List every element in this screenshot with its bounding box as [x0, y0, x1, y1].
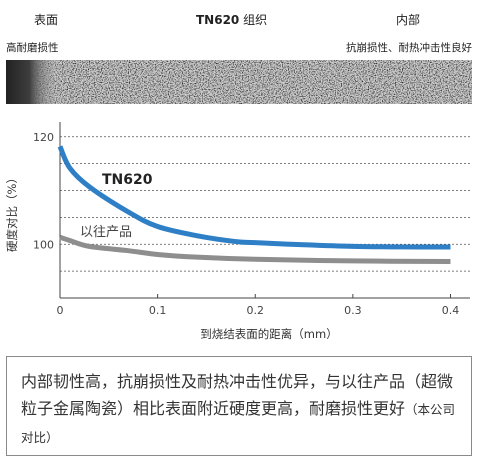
wear-resistance-label: 高耐磨损性	[6, 42, 59, 54]
x-tick-label-1: 0.1	[149, 304, 167, 317]
series-label-tn620: TN620	[102, 172, 153, 188]
series-label-conventional: 以往产品	[80, 225, 132, 240]
grid-lines	[60, 136, 470, 272]
series-line-conventional	[59, 234, 451, 264]
title-code: TN620	[196, 13, 240, 27]
description-main: 内部韧性高，抗崩损性及耐热冲击性优异，与以往产品（超微粒子金属陶瓷）相比表面附近…	[21, 372, 454, 418]
x-tick-label-3: 0.3	[344, 304, 362, 317]
hardness-chart: 100 120 0 0.1 0.2 0.3 0.4 硬度对比（%） 到烧结表面的距离（mm）…	[5, 122, 470, 341]
chipping-resistance-label: 抗崩损性、耐热冲击性良好	[346, 42, 472, 54]
description-note: （本公司对比）	[21, 402, 456, 445]
interior-label: 内部	[396, 13, 421, 27]
y-tick-label-0: 100	[33, 238, 54, 251]
y-tick-label-1: 120	[33, 131, 54, 144]
x-tick-label-2: 0.2	[246, 304, 264, 317]
y-axis-label: 硬度对比（%）	[5, 172, 19, 252]
x-tick-label-4: 0.4	[442, 304, 460, 317]
tick-labels: 100 120 0 0.1 0.2 0.3 0.4	[33, 131, 459, 317]
x-axis-label: 到烧结表面的距离（mm）	[200, 327, 337, 341]
series-line-tn620	[57, 145, 451, 250]
chart-title: TN620 组织	[196, 11, 267, 28]
microstructure-texture	[6, 60, 472, 104]
series-lines	[57, 145, 451, 264]
microstructure-image	[6, 60, 472, 104]
surface-label: 表面	[34, 13, 59, 27]
description-text: 内部韧性高，抗崩损性及耐热冲击性优异，与以往产品（超微粒子金属陶瓷）相比表面附近…	[21, 368, 457, 451]
x-tick-label-0: 0	[57, 304, 64, 317]
description-box: 内部韧性高，抗崩损性及耐热冲击性优异，与以往产品（超微粒子金属陶瓷）相比表面附近…	[6, 356, 472, 456]
title-suffix: 组织	[239, 13, 268, 27]
